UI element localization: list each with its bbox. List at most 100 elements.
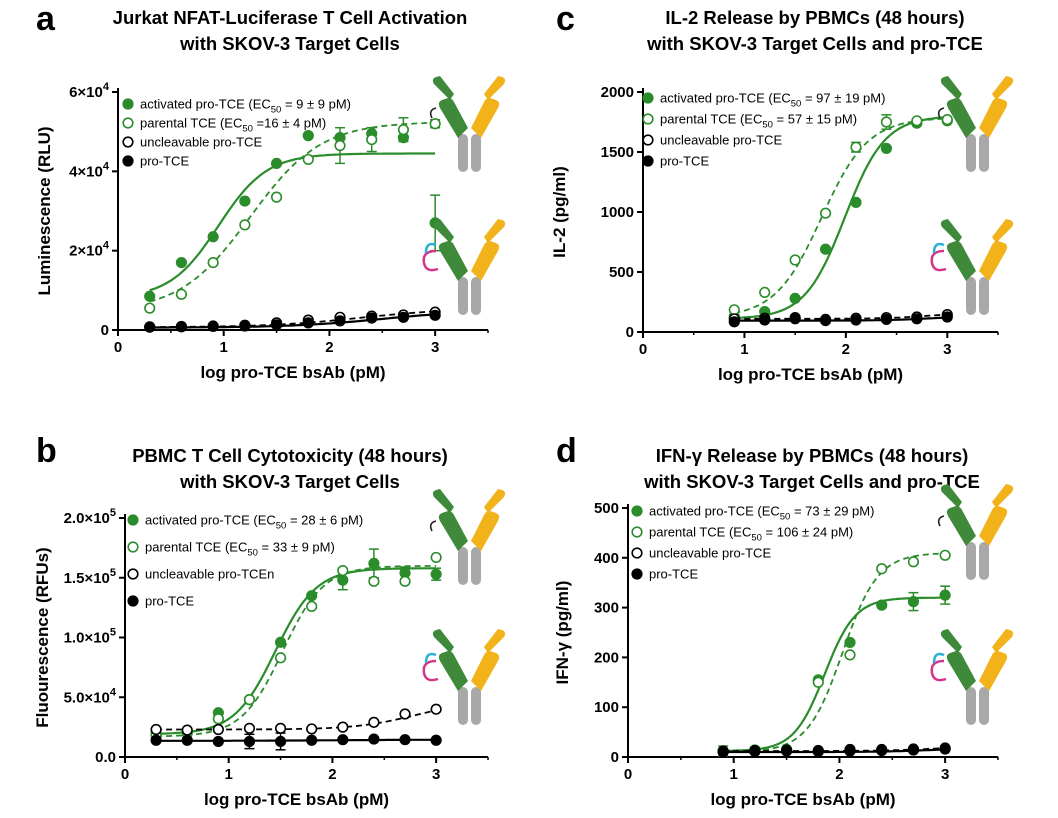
legend-marker <box>631 547 643 559</box>
panel-a: a Jurkat NFAT-Luciferase T Cell Activatio… <box>35 0 506 382</box>
data-point <box>239 219 251 231</box>
data-point <box>939 589 951 601</box>
data-point <box>212 713 224 725</box>
fit-curve <box>156 738 437 742</box>
legend-entry: parental TCE (EC50 = 57 ± 15 pM) <box>660 112 857 131</box>
y-tick-label: 2000 <box>601 84 634 101</box>
series-pro-TCE <box>717 743 951 758</box>
data-point <box>302 130 314 142</box>
y-tick-label: 2×104 <box>69 240 110 260</box>
y-tick-label: 400 <box>594 550 619 567</box>
y-tick-label: 300 <box>594 600 619 617</box>
x-tick-label: 2 <box>835 766 843 783</box>
legend-entry: parental TCE (EC50 =16 ± 4 pM) <box>140 116 326 135</box>
data-point <box>789 313 801 325</box>
y-tick-label: 2.0×105 <box>64 507 116 527</box>
data-point <box>207 320 219 333</box>
antibody-icon <box>937 484 1014 580</box>
antibody-icon <box>429 76 506 172</box>
y-tick-label: 1.0×105 <box>64 627 116 647</box>
legend: activated pro-TCE (EC50 = 9 ± 9 pM)paren… <box>122 97 351 169</box>
x-tick-label: 1 <box>220 339 228 356</box>
data-point <box>306 723 318 735</box>
legend-marker <box>127 595 139 607</box>
chart-title: IL-2 Release by PBMCs (48 hours) <box>665 7 964 28</box>
data-point <box>399 708 411 720</box>
data-point <box>337 734 349 746</box>
data-point <box>302 153 314 166</box>
legend-marker <box>642 113 654 125</box>
data-point <box>270 319 283 331</box>
data-point <box>212 735 224 748</box>
legend-entry: activated pro-TCE (EC50 = 73 ± 29 pM) <box>649 504 874 523</box>
y-tick-label: 1.5×105 <box>64 567 116 587</box>
masked-antibody-icon <box>930 629 1014 725</box>
y-tick-label: 200 <box>594 649 619 666</box>
data-point <box>780 745 793 757</box>
legend-marker <box>122 136 134 148</box>
data-point <box>819 207 832 219</box>
data-point <box>274 636 287 648</box>
chart-title: with SKOV-3 Target Cells <box>179 471 400 492</box>
data-point <box>941 113 953 126</box>
x-tick-label: 3 <box>943 341 951 358</box>
data-point <box>939 549 951 561</box>
x-tick-label: 0 <box>121 766 129 783</box>
legend-entry: pro-TCE <box>660 154 709 169</box>
y-tick-label: 6×104 <box>69 81 110 101</box>
panel-letter: d <box>556 432 577 470</box>
data-point <box>243 694 256 706</box>
x-axis-label: log pro-TCE bsAb (pM) <box>710 790 895 809</box>
data-point <box>907 596 920 608</box>
fit-curve <box>149 313 436 329</box>
data-point <box>181 734 193 746</box>
x-axis-label: log pro-TCE bsAb (pM) <box>200 363 385 382</box>
legend-marker <box>127 541 139 553</box>
panel-b: b PBMC T Cell Cytotoxicity (48 hours) with… <box>33 432 506 809</box>
x-tick-label: 0 <box>624 766 632 783</box>
data-point <box>207 231 219 243</box>
x-tick-label: 1 <box>730 766 738 783</box>
data-point <box>759 314 771 326</box>
data-point <box>717 746 729 758</box>
x-tick-label: 2 <box>328 766 336 783</box>
data-point <box>397 124 410 136</box>
data-point <box>812 745 824 758</box>
fit-curve <box>723 552 946 753</box>
fit-curve <box>734 117 948 314</box>
data-point <box>789 292 801 305</box>
data-point <box>306 600 318 613</box>
data-point <box>337 564 349 577</box>
data-point <box>399 575 411 587</box>
legend-marker <box>122 98 134 110</box>
data-point <box>239 195 251 207</box>
y-tick-label: 100 <box>594 699 619 716</box>
data-point <box>368 716 380 728</box>
legend-entry: uncleavable pro-TCE <box>660 133 782 148</box>
y-tick-label: 0 <box>626 324 634 341</box>
data-point <box>243 735 256 748</box>
data-point <box>430 734 442 746</box>
data-point <box>270 157 283 169</box>
data-point <box>844 649 856 661</box>
data-point <box>880 142 893 154</box>
legend-entry: uncleavable pro-TCEn <box>145 567 274 582</box>
data-point <box>728 316 740 328</box>
fit-curve <box>156 565 437 738</box>
y-tick-label: 1500 <box>601 144 634 161</box>
data-point <box>844 745 856 757</box>
data-point <box>366 134 378 146</box>
legend-entry: parental TCE (EC50 = 106 ± 24 pM) <box>649 525 853 544</box>
x-tick-label: 0 <box>114 339 122 356</box>
data-point <box>368 557 380 570</box>
legend-entry: pro-TCE <box>145 594 194 609</box>
masked-antibody-icon <box>422 219 506 315</box>
data-point <box>366 312 378 324</box>
legend: activated pro-TCE (EC50 = 97 ± 19 pM) par… <box>642 91 885 169</box>
x-tick-label: 0 <box>639 341 647 358</box>
data-point <box>270 191 283 203</box>
data-point <box>911 115 923 127</box>
fit-curve <box>149 121 436 303</box>
panel-letter: a <box>36 0 56 38</box>
legend-marker <box>122 117 134 129</box>
